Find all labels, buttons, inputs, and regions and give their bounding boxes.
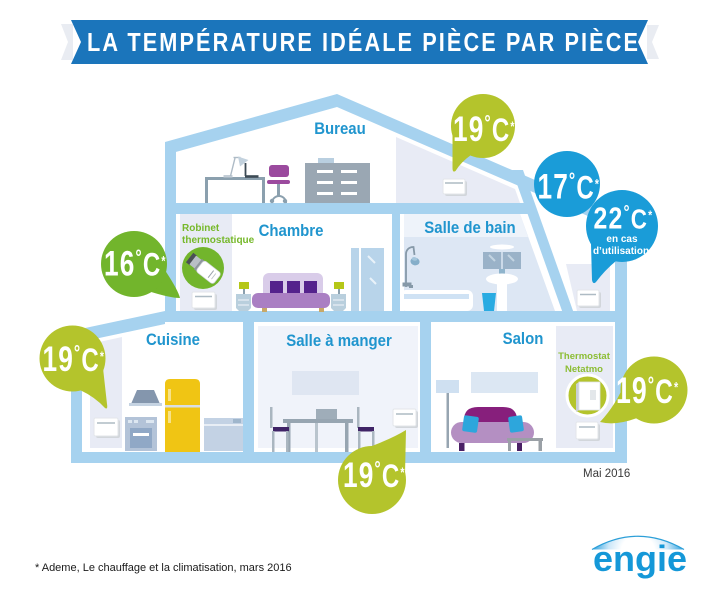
svg-text:19°C*: 19°C*: [343, 455, 406, 495]
svg-text:17°C*: 17°C*: [538, 167, 601, 207]
svg-text:Mai 2016: Mai 2016: [583, 468, 630, 480]
svg-text:d’utilisation: d’utilisation: [593, 246, 649, 257]
svg-text:engie: engie: [593, 538, 687, 579]
svg-text:Salle à manger: Salle à manger: [286, 332, 392, 350]
svg-text:19°C*: 19°C*: [453, 109, 516, 149]
svg-text:22°C*: 22°C*: [594, 201, 654, 235]
svg-text:Robinet: Robinet: [182, 223, 220, 234]
svg-text:Thermostat: Thermostat: [558, 351, 611, 362]
svg-text:19°C*: 19°C*: [616, 370, 679, 411]
svg-text:thermostatique: thermostatique: [182, 235, 255, 246]
svg-text:Salon: Salon: [503, 330, 544, 348]
svg-text:Chambre: Chambre: [259, 222, 324, 240]
svg-text:* Ademe, Le chauffage et la cl: * Ademe, Le chauffage et la climatisatio…: [35, 562, 292, 574]
svg-text:16°C*: 16°C*: [104, 244, 167, 284]
svg-text:en cas: en cas: [606, 234, 638, 245]
svg-text:Bureau: Bureau: [314, 120, 366, 138]
svg-text:Cuisine: Cuisine: [146, 331, 200, 349]
svg-text:Netatmo: Netatmo: [565, 364, 603, 375]
svg-text:Salle de bain: Salle de bain: [424, 219, 515, 237]
svg-text:LA TEMPÉRATURE IDÉALE PIÈCE PA: LA TEMPÉRATURE IDÉALE PIÈCE PAR PIÈCE: [87, 27, 640, 57]
svg-text:19°C*: 19°C*: [43, 339, 106, 379]
